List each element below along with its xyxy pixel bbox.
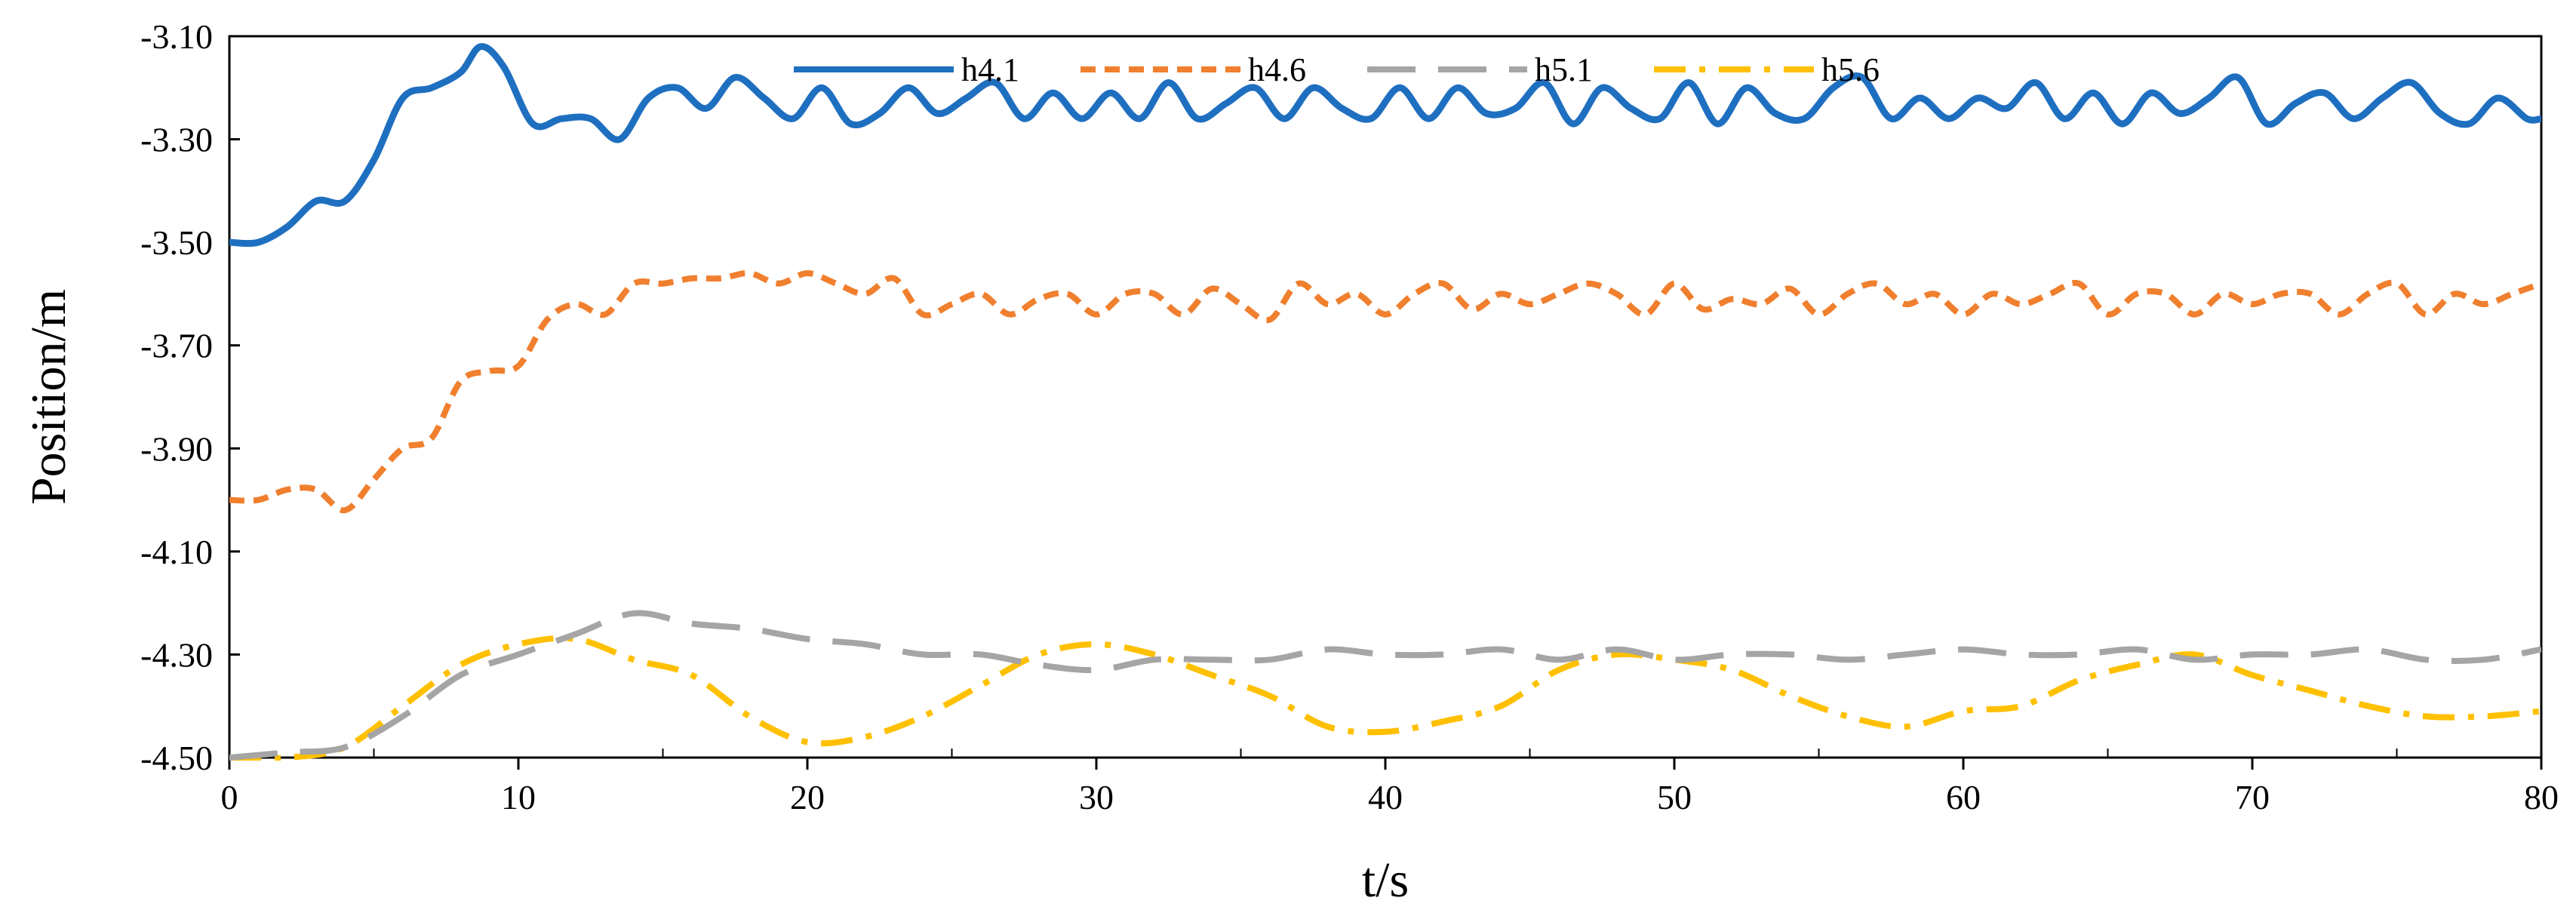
y-tick-label: -3.30 — [140, 121, 213, 159]
legend: h4.1 h4.6 h5.1 h5.6 — [794, 51, 1880, 88]
x-axis-title: t/s — [1362, 853, 1409, 908]
legend-label: h5.1 — [1535, 51, 1593, 88]
x-tick-label: 20 — [790, 778, 825, 816]
x-tick-label: 70 — [2235, 778, 2270, 816]
x-tick-label: 60 — [1946, 778, 1981, 816]
x-tick-label: 10 — [501, 778, 536, 816]
series-line-h5.6 — [229, 635, 2541, 761]
x-tick-label: 0 — [221, 778, 238, 816]
y-tick-label: -4.50 — [140, 739, 213, 777]
series-line-h4.1 — [229, 43, 2541, 247]
x-tick-label: 50 — [1657, 778, 1692, 816]
series-line-h5.1 — [229, 610, 2541, 761]
x-tick-label: 40 — [1368, 778, 1403, 816]
y-tick-label: -3.90 — [140, 429, 213, 468]
plot-area-frame — [228, 35, 2543, 759]
y-tick-label: -3.50 — [140, 223, 213, 262]
y-tick-label: -4.10 — [140, 533, 213, 571]
y-tick-label: -3.10 — [140, 17, 213, 56]
legend-label: h4.1 — [961, 51, 1019, 88]
legend-label: h4.6 — [1248, 51, 1306, 88]
series-line-h4.6 — [229, 270, 2541, 514]
y-tick-label: -3.70 — [140, 327, 213, 365]
y-axis-title: Position/m — [21, 289, 76, 505]
legend-label: h5.6 — [1821, 51, 1880, 88]
x-axis: 0 10 20 30 40 50 60 70 80 — [221, 749, 2559, 816]
y-axis: -3.10 -3.30 -3.50 -3.70 -3.90 -4.10 -4.30 -4.50 — [140, 17, 240, 777]
y-tick-label: -4.30 — [140, 635, 213, 674]
x-tick-label: 80 — [2524, 778, 2559, 816]
series-layer — [229, 43, 2541, 761]
x-tick-label: 30 — [1079, 778, 1114, 816]
